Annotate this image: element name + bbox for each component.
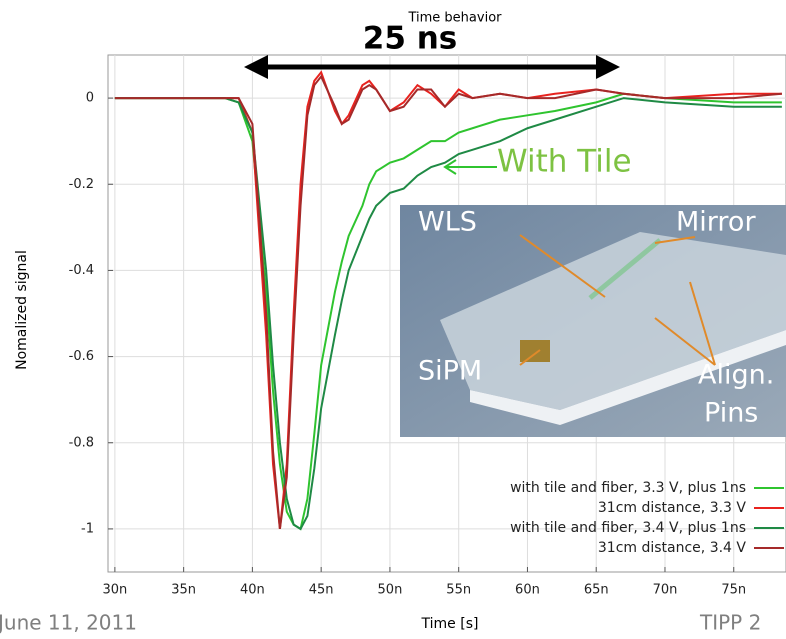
chart-title: Time behavior	[407, 11, 502, 26]
series-line	[114, 97, 782, 531]
annotation-25ns: 25 ns	[363, 21, 457, 57]
legend-label: with tile and fiber, 3.4 V, plus 1ns	[510, 520, 746, 536]
x-tick-label: 70n	[653, 583, 678, 598]
y-tick-label: -0.4	[69, 263, 94, 278]
y-axis-label: Nomalized signal	[14, 250, 30, 370]
photo-label: WLS	[418, 207, 477, 238]
inset-photo: WLS Mirror SiPM Align. Pins	[400, 205, 786, 437]
photo-label: Mirror	[676, 207, 756, 238]
legend-label: 31cm distance, 3.3 V	[598, 500, 747, 516]
x-tick-label: 30n	[102, 583, 127, 598]
footer-event: TIPP 2	[699, 611, 761, 635]
y-tick-label: -1	[81, 521, 94, 536]
tile-arrow	[443, 159, 497, 175]
photo-label: Align.	[698, 360, 774, 391]
annotation-with-tile: With Tile	[497, 144, 632, 180]
y-tick-label: -0.6	[69, 349, 94, 364]
y-tick-label: 0	[86, 91, 94, 106]
y-tick-label: -0.8	[69, 435, 94, 450]
x-tick-label: 75n	[721, 583, 746, 598]
x-tick-label: 65n	[584, 583, 609, 598]
x-tick-label: 45n	[309, 583, 334, 598]
y-tick-label: -0.2	[69, 177, 94, 192]
photo-label: SiPM	[418, 356, 482, 387]
series-line	[114, 92, 782, 531]
span-arrow	[244, 55, 620, 79]
x-tick-label: 40n	[240, 583, 265, 598]
photo-label: Pins	[704, 398, 758, 429]
footer-date: June 11, 2011	[0, 611, 137, 635]
legend-label: with tile and fiber, 3.3 V, plus 1ns	[510, 480, 746, 496]
x-axis-label: Time [s]	[421, 616, 479, 632]
legend-label: 31cm distance, 3.4 V	[598, 540, 747, 556]
series-line	[114, 74, 782, 530]
x-tick-label: 35n	[171, 583, 196, 598]
x-tick-label: 55n	[446, 583, 471, 598]
x-tick-label: 50n	[378, 583, 403, 598]
x-tick-label: 60n	[515, 583, 540, 598]
